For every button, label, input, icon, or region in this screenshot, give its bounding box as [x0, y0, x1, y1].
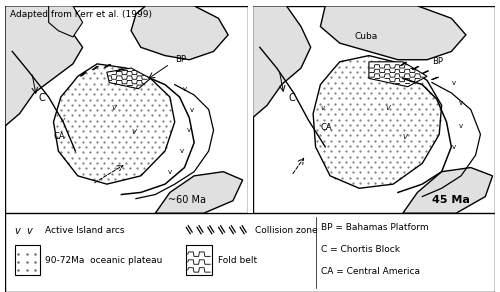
Text: C = Chortis Block: C = Chortis Block [321, 245, 400, 254]
Text: v  v: v v [15, 225, 32, 236]
Text: v: v [182, 86, 186, 92]
Text: Fold belt: Fold belt [218, 256, 258, 265]
Text: ~60 Ma: ~60 Ma [168, 195, 206, 205]
Text: CA: CA [54, 131, 65, 140]
Text: v: v [168, 169, 172, 175]
Text: V: V [386, 105, 390, 110]
Polygon shape [5, 6, 82, 126]
Text: v: v [452, 144, 456, 150]
Polygon shape [252, 6, 310, 118]
Text: v: v [452, 79, 456, 86]
Text: C: C [39, 93, 46, 103]
Text: BP = Bahamas Platform: BP = Bahamas Platform [321, 223, 428, 232]
Bar [186, 245, 212, 275]
Text: v: v [180, 148, 184, 154]
Text: v: v [190, 107, 194, 112]
Polygon shape [131, 6, 228, 60]
Text: v: v [61, 117, 65, 123]
Text: v: v [459, 123, 463, 129]
Text: Cuba: Cuba [354, 32, 378, 41]
Polygon shape [320, 6, 466, 60]
Text: v: v [459, 100, 463, 106]
Polygon shape [403, 168, 492, 213]
Polygon shape [369, 62, 427, 87]
Text: Adapted from Kerr et al. (1999): Adapted from Kerr et al. (1999) [10, 10, 152, 19]
Bar [15, 245, 40, 275]
Polygon shape [107, 68, 150, 89]
Text: Active Island arcs: Active Island arcs [45, 226, 124, 235]
Text: V: V [112, 105, 116, 110]
Text: 45 Ma: 45 Ma [432, 195, 470, 205]
Polygon shape [156, 172, 242, 213]
Polygon shape [48, 6, 82, 37]
Text: CA: CA [320, 123, 332, 132]
Text: 90-72Ma  oceanic plateau: 90-72Ma oceanic plateau [45, 256, 162, 265]
Text: C: C [289, 93, 296, 103]
Text: v: v [187, 127, 192, 133]
Text: V: V [131, 129, 136, 135]
Text: v: v [320, 105, 324, 110]
Text: CA = Central America: CA = Central America [321, 267, 420, 276]
Text: BP: BP [432, 57, 443, 66]
Text: V: V [403, 133, 407, 140]
Text: Collision zone: Collision zone [255, 226, 318, 235]
Text: BP: BP [175, 55, 186, 64]
